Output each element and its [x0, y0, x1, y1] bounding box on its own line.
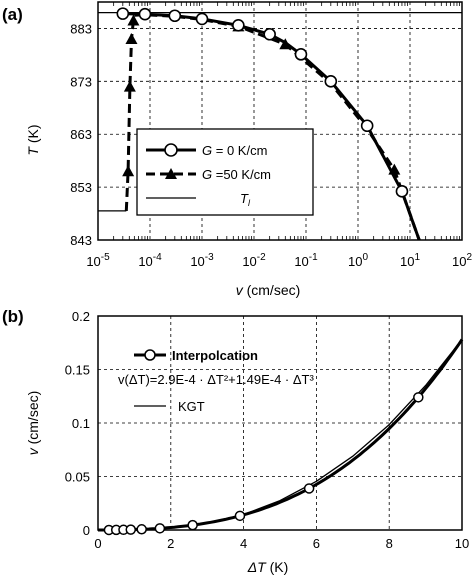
marker-circle — [294, 48, 308, 61]
x-tick-label: 10 — [455, 536, 469, 551]
marker-circle — [360, 119, 374, 133]
marker-circle — [413, 392, 424, 403]
legend-item-tl: Tl — [146, 191, 251, 208]
marker-circle — [136, 524, 147, 535]
panel-b-y-axis-label: v (cm/sec) — [25, 391, 41, 456]
marker-circle — [125, 524, 137, 535]
x-tick-label: 2 — [167, 536, 174, 551]
marker-circle — [263, 27, 276, 41]
y-tick-label: 873 — [70, 74, 92, 89]
marker-triangle — [125, 33, 138, 45]
marker-triangle — [122, 165, 135, 177]
panel-b-markers — [103, 392, 424, 536]
marker-circle — [195, 12, 209, 26]
x-tick-label: 100 — [348, 252, 368, 269]
x-tick-label: 101 — [400, 252, 420, 269]
marker-triangle — [388, 163, 401, 175]
y-tick-label: 0 — [83, 523, 90, 538]
y-tick-label: 883 — [70, 21, 92, 36]
svg-text:KGT: KGT — [178, 399, 205, 414]
marker-circle — [234, 510, 246, 522]
panel-b-x-ticks: 0 2 4 6 8 10 — [94, 536, 469, 551]
y-tick-label: 843 — [70, 233, 92, 248]
marker-triangle — [123, 80, 136, 92]
panel-a-y-axis-label: T (K) — [25, 124, 41, 155]
marker-circle — [303, 483, 315, 494]
marker-triangle — [127, 14, 140, 26]
panel-b-y-ticks: 0 0.05 0.1 0.15 0.2 — [65, 309, 90, 538]
legend-item-interpolation: Interpolcation — [134, 348, 258, 363]
marker-circle — [187, 519, 198, 531]
panel-b-legend: Interpolcation v(ΔT)=2.9E-4 · ΔT²+1.49E-… — [118, 348, 314, 414]
y-tick-label: 0.2 — [72, 309, 90, 324]
x-tick-label: 10-4 — [138, 252, 162, 269]
x-tick-label: 10-3 — [190, 252, 214, 269]
legend-item-kgt: KGT — [134, 399, 205, 414]
panel-b-series — [97, 338, 464, 532]
series-interpolation-line — [98, 338, 464, 532]
x-tick-label: 102 — [452, 252, 472, 269]
marker-circle — [232, 18, 245, 32]
panel-a: (a) 843 853 863 873 883 10-5 10-4 10-3 10-2 10-1… — [2, 1, 472, 298]
svg-text:Tl: Tl — [240, 191, 251, 208]
x-tick-label: 6 — [313, 536, 320, 551]
x-tick-label: 8 — [386, 536, 393, 551]
panel-a-y-ticks: 843 853 863 873 883 — [70, 21, 92, 248]
svg-text:G =50 K/cm: G =50 K/cm — [202, 167, 271, 182]
x-tick-label: 0 — [94, 536, 101, 551]
x-tick-label: 4 — [240, 536, 247, 551]
panel-a-x-axis-label: v (cm/sec) — [236, 282, 301, 298]
panel-b-formula: v(ΔT)=2.9E-4 · ΔT²+1.49E-4 · ΔT³ — [118, 372, 314, 387]
marker-circle — [324, 75, 338, 88]
marker-triangle — [279, 38, 292, 50]
marker-circle — [116, 7, 130, 20]
y-tick-label: 0.15 — [65, 363, 90, 378]
y-tick-label: 853 — [70, 180, 92, 195]
legend-item-g0: G = 0 K/cm — [146, 143, 267, 158]
y-tick-label: 0.05 — [65, 470, 90, 485]
x-tick-label: 10-5 — [86, 252, 110, 269]
y-tick-label: 0.1 — [72, 416, 90, 431]
panel-a-frame — [97, 1, 463, 241]
marker-circle — [154, 523, 166, 534]
legend-item-g50: G =50 K/cm — [146, 167, 271, 182]
panel-b-x-axis-label: ΔT (K) — [247, 559, 289, 575]
x-tick-label: 10-2 — [242, 252, 266, 269]
svg-text:G = 0 K/cm: G = 0 K/cm — [202, 143, 267, 158]
panel-b: (b) 0 0.05 0.1 0.15 0.2 0 2 4 6 8 10 v (cm/sec) Δ… — [2, 307, 469, 575]
panel-a-x-ticks: 10-5 10-4 10-3 10-2 10-1 100 101 102 — [86, 252, 472, 269]
marker-circle — [395, 185, 409, 198]
panel-a-legend: G = 0 K/cm G =50 K/cm Tl — [136, 128, 314, 216]
panel-a-markers — [116, 7, 409, 198]
svg-text:Interpolcation: Interpolcation — [172, 348, 258, 363]
panel-b-label: (b) — [2, 307, 24, 326]
panel-a-legend-box — [136, 128, 314, 216]
panel-b-grid — [98, 316, 462, 530]
marker-circle — [138, 7, 152, 21]
panel-a-label: (a) — [2, 5, 23, 24]
y-tick-label: 863 — [70, 127, 92, 142]
x-tick-label: 10-1 — [294, 252, 318, 269]
series-g50-line — [124, 13, 421, 241]
marker-circle — [168, 9, 182, 23]
